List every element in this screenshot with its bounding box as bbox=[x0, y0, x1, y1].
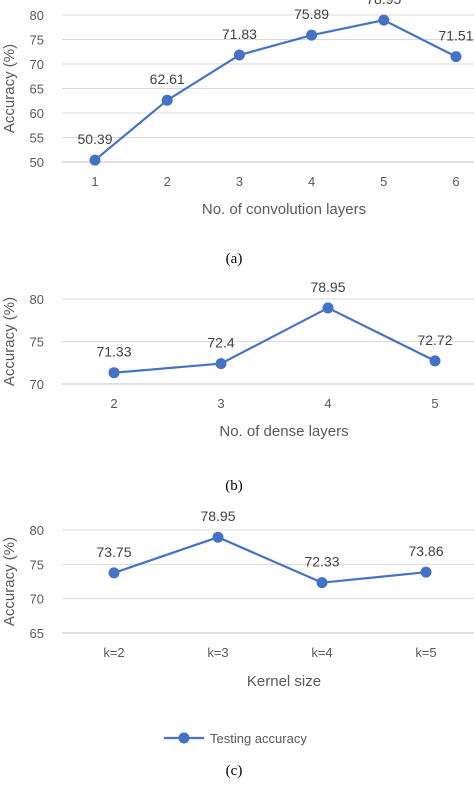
x-axis-label: No. of convolution layers bbox=[202, 201, 366, 218]
x-tick-label: k=5 bbox=[415, 645, 436, 660]
data-point bbox=[215, 358, 227, 370]
series-line bbox=[113, 536, 427, 584]
legend-marker bbox=[178, 732, 190, 744]
y-tick-label: 55 bbox=[30, 131, 44, 146]
y-tick-label: 70 bbox=[30, 377, 44, 392]
data-label: 50.39 bbox=[77, 131, 112, 147]
data-point bbox=[322, 302, 334, 314]
chart-panel-a: 50 55 60 65 70 75 80 1 2 3 4 5 6 No. of convolution l… bbox=[1, 0, 474, 267]
data-label: 72.4 bbox=[207, 335, 234, 351]
y-axis-label: Accuracy (%) bbox=[1, 44, 18, 133]
data-point bbox=[212, 531, 224, 543]
data-point bbox=[429, 355, 441, 367]
x-tick-label: 5 bbox=[380, 174, 387, 189]
data-point bbox=[161, 94, 173, 106]
data-label: 71.33 bbox=[96, 344, 131, 360]
x-tick-label: 1 bbox=[91, 174, 98, 189]
data-label: 75.89 bbox=[294, 6, 329, 22]
y-tick-label: 50 bbox=[30, 155, 44, 170]
chart-panel-c: 65 70 75 80 k=2 k=3 k=4 k=5 Kernel size Accuracy … bbox=[1, 508, 474, 779]
chart-panel-b: 70 75 80 2 3 4 5 No. of dense layers Accuracy (%… bbox=[1, 279, 474, 494]
y-tick-label: 65 bbox=[30, 82, 44, 97]
y-tick-label: 60 bbox=[30, 106, 44, 121]
x-tick-label: k=4 bbox=[311, 645, 332, 660]
data-label: 72.72 bbox=[417, 332, 452, 348]
data-label: 78.95 bbox=[310, 279, 345, 295]
x-tick-label: 5 bbox=[431, 396, 438, 411]
x-tick-label: 4 bbox=[308, 174, 315, 189]
data-point bbox=[233, 49, 245, 61]
y-tick-label: 70 bbox=[30, 592, 44, 607]
data-point bbox=[108, 567, 120, 579]
x-tick-label: 3 bbox=[217, 396, 224, 411]
y-axis-label: Accuracy (%) bbox=[1, 537, 18, 626]
data-label: 78.95 bbox=[200, 508, 235, 524]
y-tick-label: 75 bbox=[30, 335, 44, 350]
x-tick-label: k=3 bbox=[207, 645, 228, 660]
figure-caption: (b) bbox=[225, 478, 243, 494]
data-point bbox=[378, 14, 390, 26]
x-tick-label: 6 bbox=[452, 174, 459, 189]
y-tick-label: 70 bbox=[30, 57, 44, 72]
legend-label: Testing accuracy bbox=[210, 731, 307, 746]
data-label: 73.75 bbox=[96, 544, 131, 560]
legend: Testing accuracy bbox=[164, 731, 307, 746]
data-label: 72.33 bbox=[304, 554, 339, 570]
data-point bbox=[420, 566, 432, 578]
data-point bbox=[316, 577, 328, 589]
y-axis-label: Accuracy (%) bbox=[1, 297, 18, 386]
y-tick-label: 80 bbox=[30, 292, 44, 307]
data-label: 71.83 bbox=[222, 26, 257, 42]
data-point bbox=[108, 367, 120, 379]
figure-caption: (c) bbox=[226, 763, 243, 779]
data-point bbox=[450, 51, 462, 63]
y-tick-label: 80 bbox=[30, 8, 44, 23]
x-tick-label: 3 bbox=[236, 174, 243, 189]
x-tick-label: 2 bbox=[164, 174, 171, 189]
data-label: 78.95 bbox=[366, 0, 401, 7]
data-point bbox=[306, 29, 318, 41]
x-axis-label: Kernel size bbox=[247, 673, 321, 690]
figure-caption: (a) bbox=[226, 251, 243, 267]
data-label: 73.86 bbox=[408, 543, 443, 559]
y-tick-label: 75 bbox=[30, 33, 44, 48]
data-label: 62.61 bbox=[150, 71, 185, 87]
y-tick-label: 65 bbox=[30, 626, 44, 641]
series-line bbox=[113, 306, 436, 374]
x-tick-label: 4 bbox=[324, 396, 331, 411]
x-axis-label: No. of dense layers bbox=[219, 423, 348, 440]
series-line bbox=[94, 18, 457, 161]
y-tick-label: 75 bbox=[30, 557, 44, 572]
data-label: 71.51 bbox=[438, 28, 473, 44]
x-tick-label: 2 bbox=[110, 396, 117, 411]
y-tick-label: 80 bbox=[30, 523, 44, 538]
data-point bbox=[89, 154, 101, 166]
x-tick-label: k=2 bbox=[103, 645, 124, 660]
